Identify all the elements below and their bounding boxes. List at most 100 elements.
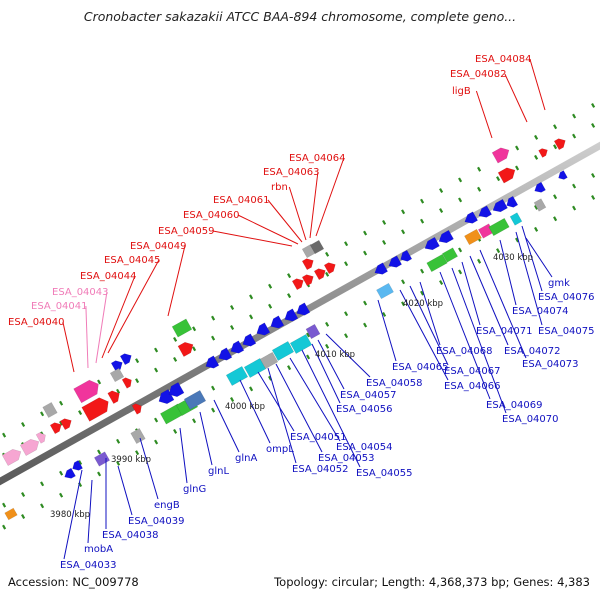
gene-label-esa-04039: ESA_04039 (128, 516, 185, 527)
gene-feature (270, 315, 285, 329)
gene-feature (289, 334, 313, 354)
tick-mark (534, 154, 539, 160)
tick-mark (591, 103, 596, 108)
leader-line (179, 427, 188, 484)
tick-mark (268, 283, 273, 289)
gene-feature (301, 274, 314, 287)
gene-feature (296, 302, 311, 316)
tick-mark (477, 186, 482, 192)
gene-feature (42, 401, 58, 419)
tick-mark (458, 269, 463, 275)
leader-line (311, 343, 341, 404)
gene-feature (73, 379, 99, 404)
gene-label-esa-04084: ESA_04084 (475, 54, 532, 65)
tick-mark (477, 166, 482, 172)
gene-feature (309, 239, 325, 255)
gene-feature (119, 353, 132, 366)
gene-feature (538, 148, 548, 158)
tick-mark (154, 417, 159, 423)
leader-line (239, 379, 271, 444)
leader-line (167, 245, 186, 317)
gene-feature (230, 340, 245, 354)
gene-feature (305, 323, 321, 340)
tick-mark (2, 524, 7, 530)
gene-feature (509, 212, 523, 226)
scale-label: 4020 kbp (403, 299, 443, 309)
gene-feature (177, 342, 194, 357)
tick-mark (572, 113, 577, 119)
gene-label-ompl: ompL (266, 444, 294, 455)
gene-label-esa-04055: ESA_04055 (356, 468, 413, 479)
leader-line (267, 367, 297, 464)
tick-mark (116, 460, 121, 466)
gene-feature (376, 282, 394, 300)
gene-feature (81, 397, 109, 422)
gene-label-esa-04060: ESA_04060 (183, 210, 240, 221)
tick-mark (135, 378, 140, 384)
tick-mark (116, 438, 121, 444)
tick-mark (591, 195, 596, 200)
tick-mark (40, 503, 45, 509)
gene-label-esa-04063: ESA_04063 (263, 167, 320, 178)
leader-line (237, 214, 299, 245)
leader-line (87, 479, 93, 544)
gene-label-esa-04082: ESA_04082 (450, 69, 507, 80)
leader-line (529, 58, 546, 111)
tick-mark (401, 301, 406, 307)
leader-line (325, 333, 371, 378)
gene-label-esa-04064: ESA_04064 (289, 153, 346, 164)
leader-line (301, 349, 361, 468)
gene-feature (388, 255, 403, 268)
leader-line (117, 465, 133, 516)
gene-feature (464, 228, 482, 246)
tick-mark (173, 428, 178, 434)
leader-line (317, 339, 345, 390)
gene-label-esa-04058: ESA_04058 (366, 378, 423, 389)
gene-label-gmk: gmk (548, 278, 570, 289)
tick-mark (173, 336, 178, 342)
leader-line (101, 275, 136, 359)
leader-line (85, 305, 89, 369)
tick-mark (173, 356, 178, 362)
gene-feature (533, 198, 547, 212)
tick-mark (287, 365, 292, 371)
gene-label-esa-04057: ESA_04057 (340, 390, 397, 401)
leader-line (315, 157, 345, 237)
tick-mark (97, 379, 102, 385)
gene-label-esa-04044: ESA_04044 (80, 271, 137, 282)
tick-mark (268, 303, 273, 309)
tick-mark (78, 460, 83, 466)
tick-mark (591, 123, 596, 128)
tick-mark (97, 449, 102, 455)
gene-feature (19, 439, 40, 456)
gene-feature (64, 467, 76, 479)
tick-mark (401, 229, 406, 235)
gene-label-esa-04065: ESA_04065 (392, 362, 449, 373)
tick-mark (116, 388, 121, 394)
leader-line (107, 259, 160, 354)
gene-feature (256, 322, 271, 336)
scale-labels: 3980 kbp 3990 kbp 4000 kbp 4010 kbp 4020 kbp… (50, 253, 533, 520)
gene-label-esa-04038: ESA_04038 (102, 530, 159, 541)
tick-mark (439, 208, 444, 213)
gene-label-esa-04076: ESA_04076 (538, 292, 595, 303)
leader-line (469, 255, 509, 346)
tick-mark (325, 271, 330, 277)
gene-feature (553, 138, 566, 151)
tick-mark (230, 305, 235, 310)
scale-label: 4030 kbp (493, 253, 533, 263)
tick-mark (211, 385, 216, 391)
gene-feature (93, 451, 111, 467)
tick-mark (306, 354, 311, 360)
tick-mark (458, 197, 463, 203)
leader-line (451, 267, 507, 414)
tick-mark (78, 410, 83, 416)
leader-line (275, 363, 323, 453)
gene-feature (218, 347, 233, 361)
tick-mark (325, 251, 330, 257)
gene-feature (4, 507, 18, 521)
scale-label: 3990 kbp (111, 455, 151, 465)
tick-mark (382, 239, 387, 245)
tick-mark (572, 183, 577, 189)
leader-line (399, 289, 449, 381)
